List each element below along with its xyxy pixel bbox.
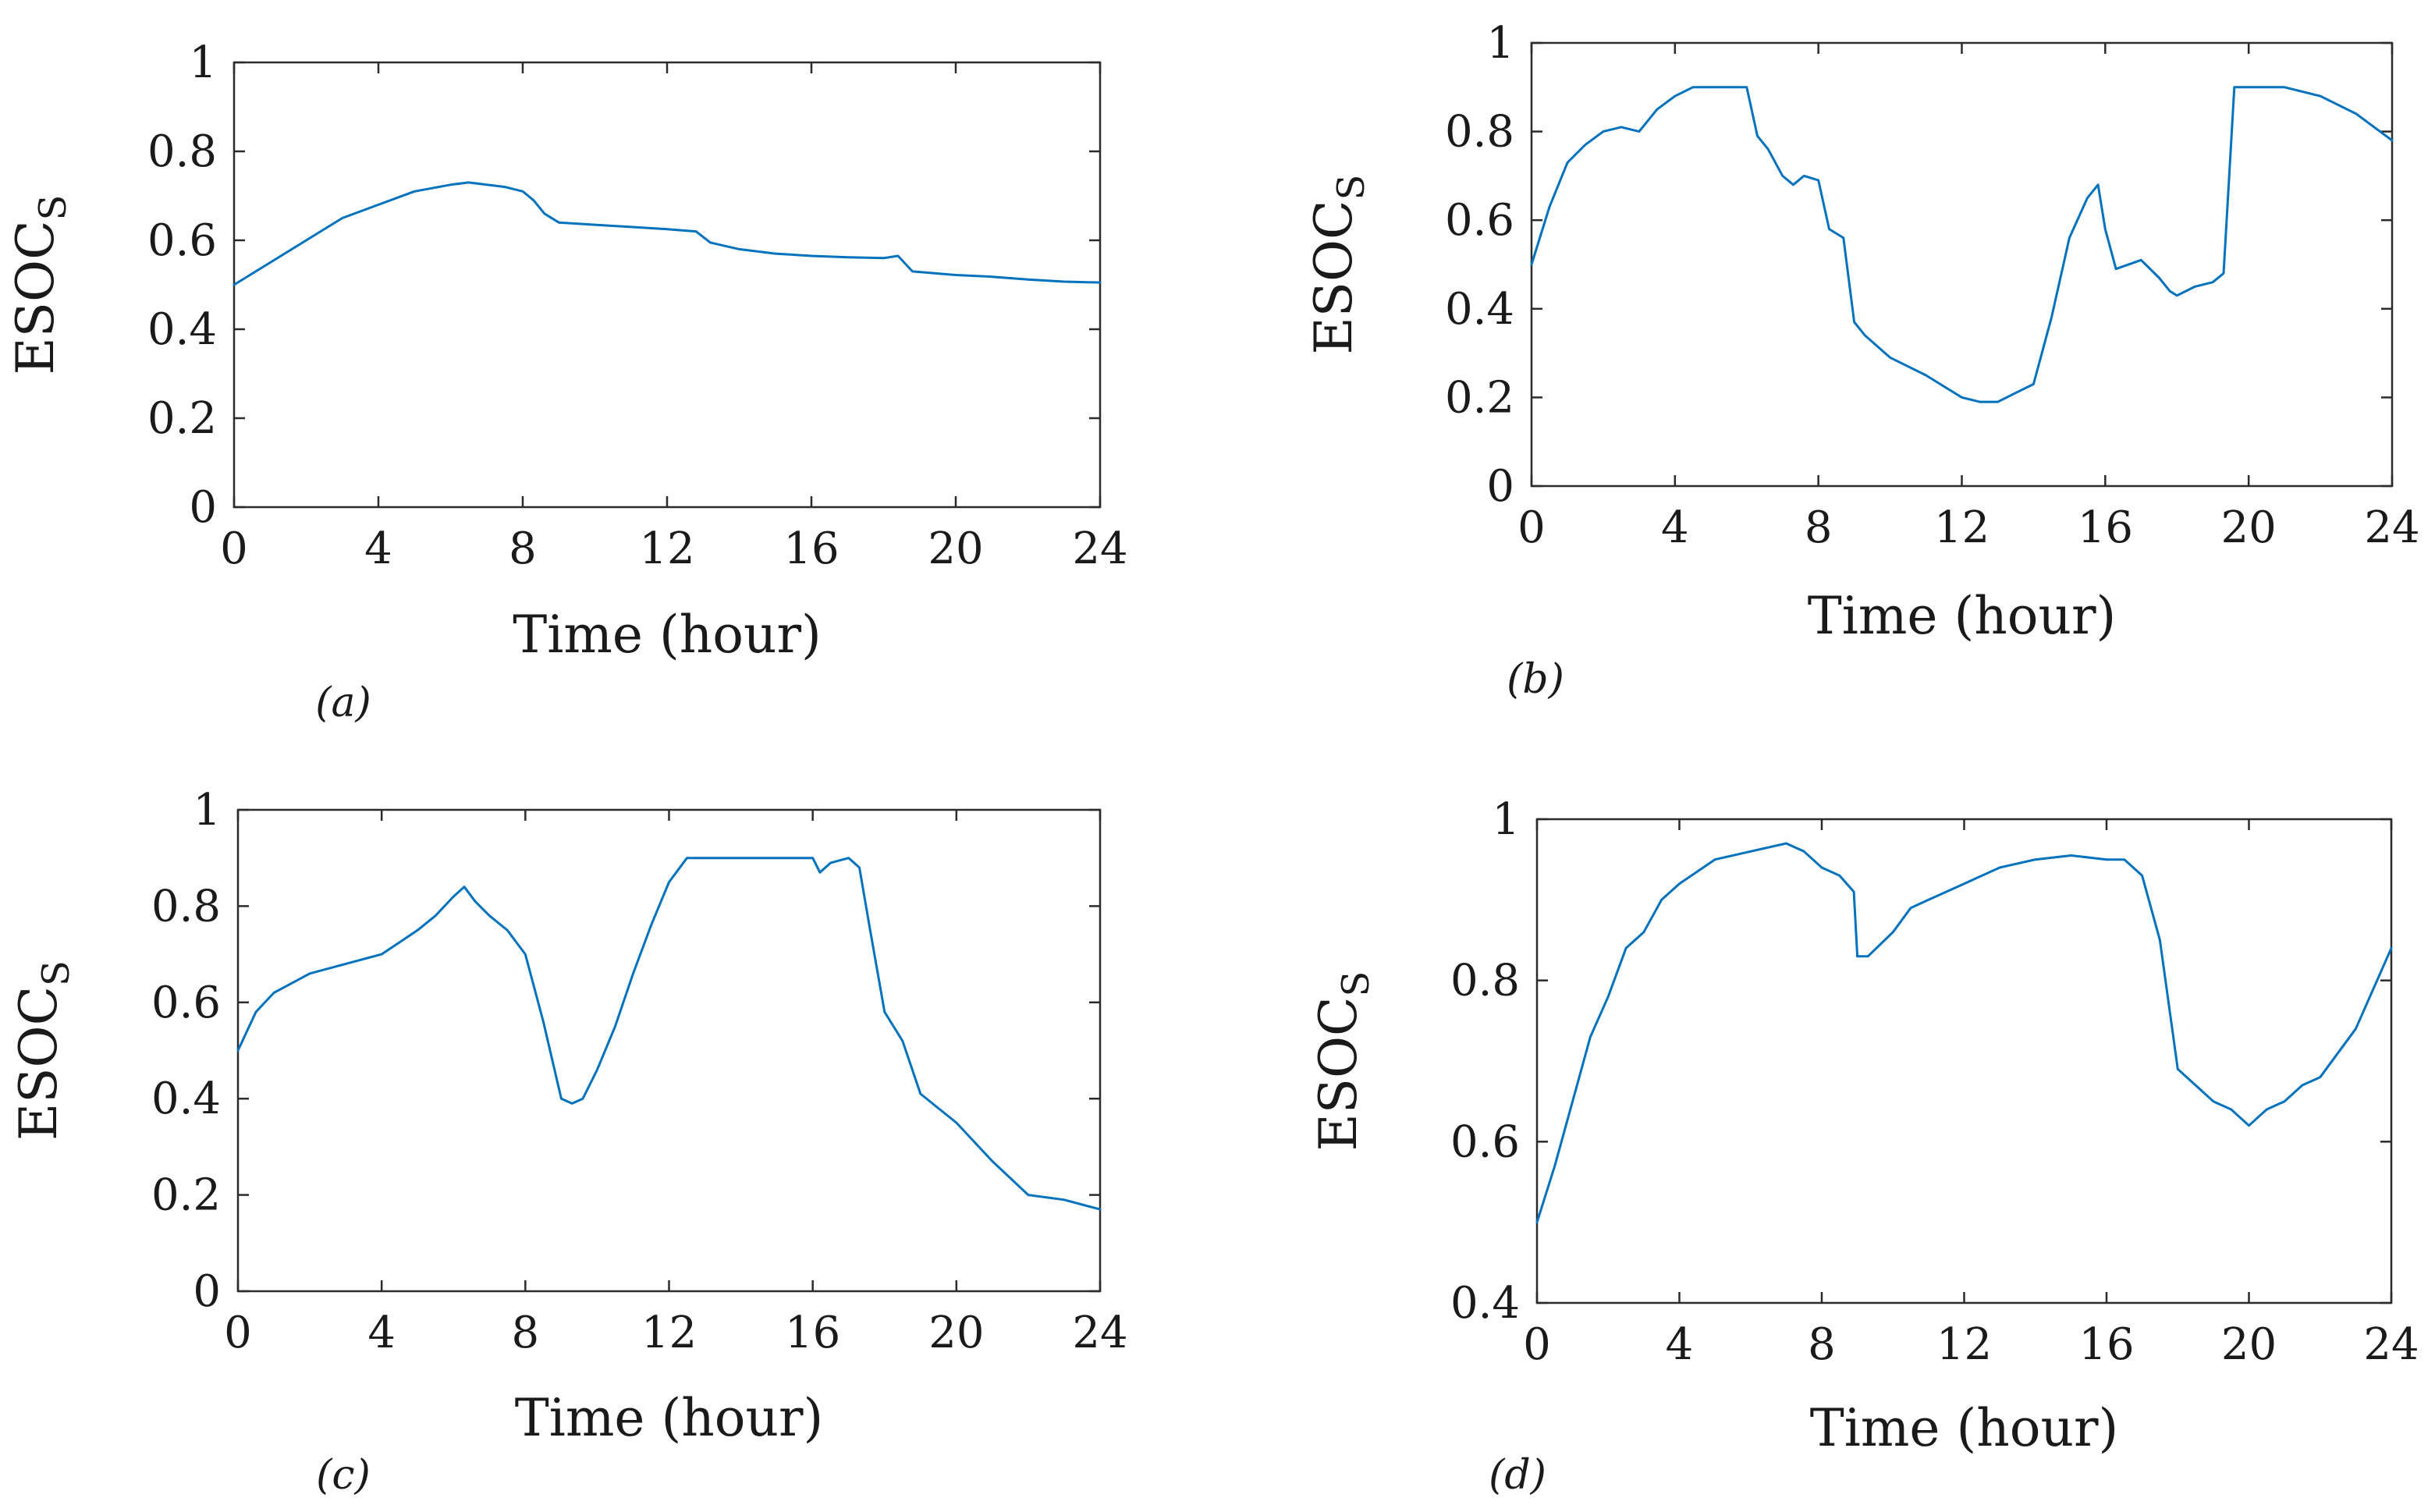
- panel-label: (b): [1507, 656, 1564, 703]
- x-tick-label: 8: [1805, 502, 1833, 553]
- series-line: [232, 181, 1102, 286]
- x-axis-label: Time (hour): [1810, 1398, 2119, 1458]
- panel-b: 0 4 8 12 16 20 24 0 0.2 0.4 0.6 0.8 1 Time (hour) ESOC…: [1304, 18, 2420, 703]
- y-tick-label: 0: [1486, 461, 1514, 512]
- panel-label: (d): [1489, 1452, 1546, 1499]
- y-tick-label: 0.6: [147, 215, 217, 266]
- y-tick-label: 0.4: [147, 304, 217, 355]
- y-tick-label: 0.8: [1445, 107, 1514, 158]
- plot-frame: [232, 61, 1102, 509]
- y-axis-label: ESOCS: [5, 195, 75, 375]
- x-axis-label: Time (hour): [515, 1388, 824, 1448]
- y-tick-label: 0.6: [1450, 1116, 1520, 1167]
- x-axis-label: Time (hour): [1808, 586, 2117, 646]
- x-tick-label: 8: [1808, 1319, 1836, 1370]
- x-tick-label: 24: [1072, 524, 1127, 574]
- x-tick-label: 24: [2363, 1319, 2419, 1370]
- x-tick-label: 4: [367, 1308, 396, 1358]
- x-tick-label: 20: [928, 1308, 984, 1358]
- x-tick-label: 20: [2221, 1319, 2277, 1370]
- x-tick-label: 24: [1072, 1308, 1127, 1358]
- x-tick-label: 16: [785, 1308, 840, 1358]
- x-tick-label: 12: [1934, 502, 1990, 553]
- y-tick-label: 0.2: [1445, 372, 1514, 423]
- y-tick-label: 0.6: [151, 978, 221, 1028]
- y-tick-label: 0.2: [147, 393, 217, 444]
- series-line: [1530, 86, 2394, 403]
- y-tick-label: 1: [189, 37, 217, 88]
- x-tick-label: 12: [1936, 1319, 1992, 1370]
- x-tick-label: 0: [224, 1308, 252, 1358]
- series-line: [1535, 842, 2393, 1224]
- y-tick-label: 0.2: [151, 1170, 221, 1221]
- y-tick-label: 0.8: [1450, 956, 1520, 1006]
- x-tick-label: 20: [928, 524, 983, 574]
- x-tick-label: 12: [639, 524, 694, 574]
- x-tick-label: 0: [1523, 1319, 1551, 1370]
- panel-d: 0 4 8 12 16 20 24 0.4 0.6 0.8 1 Time (hour) ESOCS (d…: [1308, 794, 2419, 1499]
- x-tick-label: 16: [2078, 1319, 2134, 1370]
- panel-label: (c): [316, 1452, 371, 1499]
- y-tick-label: 0.4: [1445, 284, 1514, 335]
- y-tick-label: 0: [193, 1266, 221, 1317]
- x-tick-label: 24: [2364, 502, 2419, 553]
- panel-c: 0 4 8 12 16 20 24 0 0.2 0.4 0.6 0.8 1 Time (hour) ESOC…: [9, 785, 1128, 1499]
- y-tick-label: 1: [1486, 18, 1514, 69]
- x-tick-label: 8: [512, 1308, 540, 1358]
- x-tick-label: 8: [509, 524, 537, 574]
- panel-a: 0 4 8 12 16 20 24 0 0.2 0.4 0.6 0.8 1 Time (hour) ESOC…: [5, 37, 1128, 726]
- x-tick-label: 0: [1517, 502, 1546, 553]
- y-tick-label: 0.8: [151, 881, 221, 932]
- y-tick-label: 0.4: [1450, 1278, 1520, 1329]
- x-tick-label: 4: [1666, 1319, 1694, 1370]
- x-tick-label: 4: [1661, 502, 1689, 553]
- x-tick-label: 20: [2221, 502, 2277, 553]
- x-axis-label: Time (hour): [513, 605, 822, 665]
- y-tick-label: 1: [1492, 794, 1520, 845]
- y-tick-label: 0: [189, 482, 217, 533]
- x-tick-label: 16: [783, 524, 839, 574]
- y-tick-label: 0.6: [1445, 195, 1514, 246]
- x-tick-label: 16: [2078, 502, 2133, 553]
- plot-frame: [1535, 818, 2393, 1304]
- x-tick-label: 0: [220, 524, 248, 574]
- x-tick-label: 4: [364, 524, 392, 574]
- x-tick-label: 12: [641, 1308, 697, 1358]
- plot-frame: [1530, 41, 2394, 488]
- series-line: [236, 857, 1102, 1211]
- y-tick-label: 0.8: [147, 126, 217, 177]
- y-axis-label: ESOCS: [1308, 971, 1378, 1152]
- y-tick-label: 1: [193, 785, 221, 836]
- y-axis-label: ESOCS: [9, 960, 78, 1141]
- y-axis-label: ESOCS: [1304, 175, 1373, 355]
- y-tick-label: 0.4: [151, 1074, 221, 1124]
- panel-label: (a): [315, 680, 371, 726]
